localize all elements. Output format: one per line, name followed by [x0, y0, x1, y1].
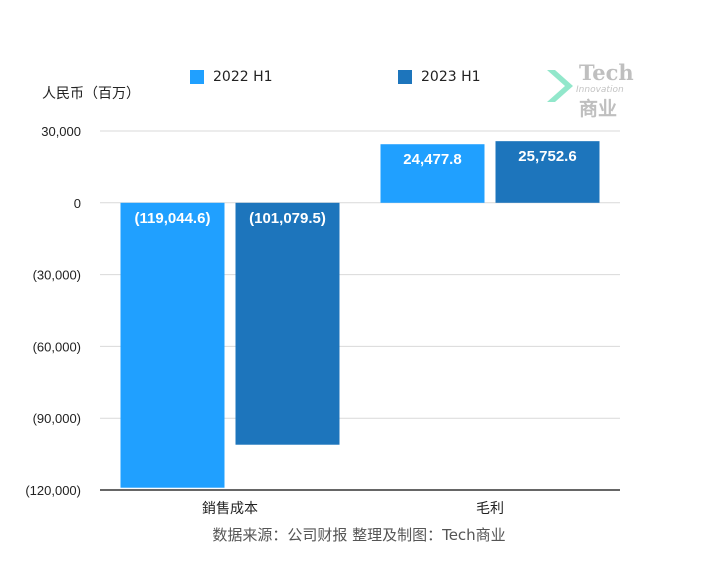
bar-data-label: 25,752.6 — [518, 148, 576, 165]
data-source-note: 数据来源：公司财报 整理及制图：Tech商业 — [212, 526, 506, 544]
y-tick-label: (60,000) — [33, 339, 81, 354]
chevron-logo-icon — [547, 70, 573, 102]
logo-cn-text: 商业 — [579, 98, 618, 120]
x-category-label: 毛利 — [476, 500, 504, 516]
legend-swatch-2022 — [190, 70, 204, 84]
bar-data-label: (119,044.6) — [135, 210, 211, 227]
legend-swatch-2023 — [398, 70, 412, 84]
logo-sub-text: Innovation — [576, 85, 624, 95]
logo-brand-text: Tech — [579, 60, 634, 85]
bar-chart: 30,000 0 (30,000) (60,000) (90,000) (120,000)… — [25, 124, 620, 516]
legend-label-2022: 2022 H1 — [213, 69, 273, 85]
bar — [380, 144, 485, 203]
bar-data-label: (101,079.5) — [249, 210, 326, 227]
y-tick-label: (120,000) — [25, 483, 81, 498]
legend-item-2022: 2022 H1 — [190, 69, 273, 85]
bar-data-label: 24,477.8 — [403, 151, 461, 168]
y-tick-label: (90,000) — [33, 411, 81, 426]
bar — [495, 141, 600, 203]
bar — [235, 202, 340, 445]
y-tick-label: (30,000) — [33, 268, 81, 283]
y-tick-label: 0 — [74, 196, 81, 211]
bar — [120, 202, 225, 488]
legend-item-2023: 2023 H1 — [398, 69, 481, 85]
x-category-label: 銷售成本 — [202, 500, 258, 516]
legend-label-2023: 2023 H1 — [421, 69, 481, 85]
y-axis-unit-label: 人民币（百万） — [42, 86, 140, 102]
y-tick-label: 30,000 — [41, 124, 81, 139]
tech-shangye-logo: Tech Innovation 商业 — [545, 60, 640, 120]
